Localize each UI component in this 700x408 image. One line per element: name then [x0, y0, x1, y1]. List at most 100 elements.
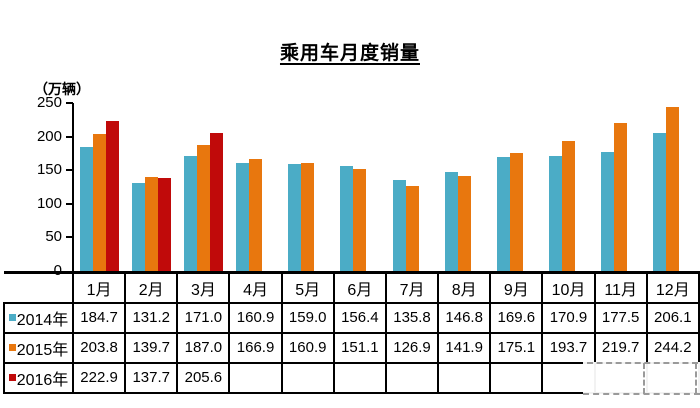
value-cell-2014年-1月: 184.7	[71, 301, 127, 334]
watermark-dash-line	[695, 363, 697, 394]
value-cell-2014年-12月: 206.1	[645, 301, 700, 334]
year-label: 2014年	[16, 311, 69, 329]
month-header-3月: 3月	[176, 271, 231, 304]
watermark-remnant	[583, 362, 700, 408]
y-axis-tick-mark	[66, 135, 73, 138]
bar-2014年-2月	[131, 182, 145, 271]
bar-2015年-6月	[353, 169, 367, 271]
bar-2015年-9月	[509, 153, 523, 271]
bar-2016年-2月	[157, 178, 171, 271]
y-axis-tick-mark	[66, 169, 73, 172]
value-cell-2015年-12月: 244.2	[645, 331, 700, 364]
value-cell-2016年-1月: 222.9	[71, 361, 127, 394]
y-axis-tick-label: 150	[36, 161, 62, 179]
y-axis-tick-mark	[66, 236, 73, 239]
value-cell-2016年-6月	[332, 361, 387, 394]
bar-2015年-8月	[457, 175, 471, 271]
bar-2016年-1月	[105, 121, 119, 271]
y-axis-tick-label: 250	[36, 94, 62, 111]
year-row-header-2014年: 2014年	[3, 301, 74, 334]
value-cell-2016年-8月	[437, 361, 492, 394]
y-axis-tick-label: 0	[53, 262, 62, 279]
sales-table: 1月 2月 3月 4月 5月 6月 7月 8月 9月 10月 11月 12月 2014年 184.7 131…	[3, 271, 700, 394]
month-header-5月: 5月	[280, 271, 335, 304]
year-label: 2016年	[16, 371, 69, 389]
bar-2014年-8月	[444, 172, 458, 271]
month-header-10月: 10月	[541, 271, 596, 304]
bar-2015年-4月	[249, 158, 262, 271]
value-cell-2015年-2月: 139.7	[124, 331, 179, 364]
value-cell-2016年-7月	[384, 361, 440, 394]
bar-2015年-5月	[301, 162, 315, 271]
value-cell-2016年-2月: 137.7	[124, 361, 179, 394]
bar-2015年-1月	[92, 134, 106, 271]
bar-2014年-5月	[288, 164, 302, 271]
bar-2015年-3月	[196, 145, 210, 271]
value-cell-2015年-6月: 151.1	[332, 331, 387, 364]
legend-swatch-2015年	[8, 343, 16, 351]
y-axis-tick-label: 100	[36, 194, 62, 212]
bar-chart-plot-area: 0 50 100 150 200 250	[37, 94, 700, 279]
watermark-dash-line	[583, 393, 700, 395]
y-axis-tick-label: 50	[45, 228, 62, 246]
value-cell-2014年-4月: 160.9	[228, 301, 283, 334]
month-header-12月: 12月	[645, 271, 700, 304]
table-corner-blank	[4, 271, 73, 303]
bar-2014年-4月	[236, 162, 249, 271]
value-cell-2014年-6月: 156.4	[332, 301, 387, 334]
y-axis-tick-mark	[66, 202, 73, 205]
bar-2015年-7月	[405, 185, 419, 271]
value-cell-2014年-11月: 177.5	[593, 301, 648, 334]
year-label: 2015年	[16, 341, 69, 359]
bar-2015年-2月	[144, 177, 158, 271]
table-row-2014年: 2014年 184.7 131.2 171.0 160.9 159.0 156.4 135.8…	[3, 301, 700, 334]
chart-title: 乘用车月度销量	[0, 38, 700, 65]
value-cell-2014年-2月: 131.2	[124, 301, 179, 334]
legend-swatch-2014年	[8, 313, 16, 321]
year-row-header-2016年: 2016年	[3, 361, 74, 394]
watermark-dash-line	[643, 363, 645, 394]
chart-title-text: 乘用车月度销量	[279, 43, 420, 64]
value-cell-2015年-9月: 175.1	[489, 331, 544, 364]
month-header-4月: 4月	[228, 271, 283, 304]
bar-2014年-1月	[79, 146, 93, 271]
y-axis-unit-label: （万辆）	[34, 81, 90, 97]
table-row-2015年: 2015年 203.8 139.7 187.0 166.9 160.9 151.1 126.9…	[3, 331, 700, 364]
month-header-7月: 7月	[384, 271, 440, 304]
value-cell-2014年-9月: 169.6	[489, 301, 544, 334]
value-cell-2016年-9月	[489, 361, 544, 394]
value-cell-2016年-4月	[228, 361, 283, 394]
bar-2014年-7月	[392, 179, 406, 271]
bar-2014年-11月	[601, 151, 615, 271]
bar-2014年-3月	[183, 156, 197, 271]
value-cell-2015年-3月: 187.0	[176, 331, 231, 364]
value-cell-2015年-11月: 219.7	[593, 331, 648, 364]
month-header-11月: 11月	[593, 271, 648, 304]
table-month-header-row: 1月 2月 3月 4月 5月 6月 7月 8月 9月 10月 11月 12月	[4, 271, 700, 304]
bar-2016年-3月	[209, 132, 223, 271]
value-cell-2014年-7月: 135.8	[384, 301, 440, 334]
value-cell-2015年-4月: 166.9	[228, 331, 283, 364]
value-cell-2016年-5月	[280, 361, 335, 394]
value-cell-2015年-5月: 160.9	[280, 331, 335, 364]
month-header-1月: 1月	[71, 271, 127, 304]
bar-2014年-12月	[653, 132, 667, 271]
value-cell-2016年-3月: 205.6	[176, 361, 231, 394]
bar-2014年-9月	[496, 157, 510, 271]
value-cell-2015年-1月: 203.8	[71, 331, 127, 364]
month-header-6月: 6月	[332, 271, 387, 304]
bar-2015年-11月	[614, 123, 628, 271]
legend-swatch-2016年	[8, 373, 16, 381]
watermark-dash-line	[587, 362, 698, 364]
value-cell-2014年-5月: 159.0	[280, 301, 335, 334]
month-header-2月: 2月	[124, 271, 179, 304]
value-cell-2014年-3月: 171.0	[176, 301, 231, 334]
year-row-header-2015年: 2015年	[3, 331, 74, 364]
bar-2014年-10月	[549, 156, 562, 271]
value-cell-2014年-8月: 146.8	[437, 301, 492, 334]
value-cell-2014年-10月: 170.9	[541, 301, 596, 334]
value-cell-2015年-7月: 126.9	[384, 331, 440, 364]
bar-2015年-10月	[562, 140, 575, 271]
value-cell-2015年-10月: 193.7	[541, 331, 596, 364]
